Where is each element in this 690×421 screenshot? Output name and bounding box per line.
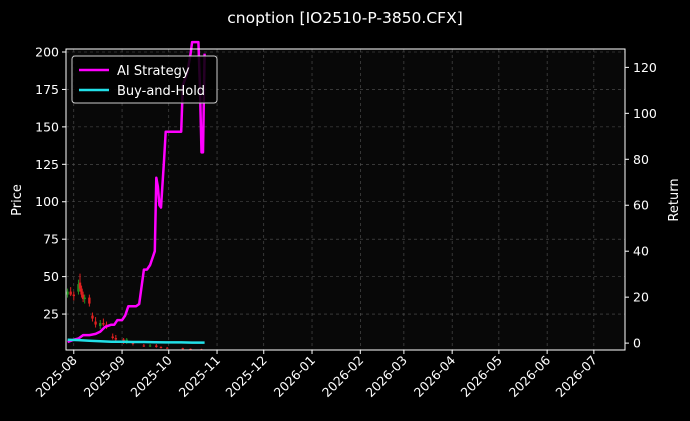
candle-body — [94, 321, 97, 325]
y-tick-label-right: 120 — [633, 60, 657, 75]
y-axis-title-right: Return — [667, 178, 682, 221]
legend: AI Strategy Buy-and-Hold — [71, 55, 218, 104]
candle-body — [189, 348, 192, 350]
y-tick-label-left: 50 — [43, 269, 59, 284]
y-tick-label-right: 80 — [633, 152, 649, 167]
buy-and-hold-line — [67, 338, 205, 344]
candle-body — [77, 284, 80, 292]
chart-title: cnoption [IO2510-P-3850.CFX] — [227, 9, 463, 27]
candle-body — [88, 297, 91, 304]
candle-body — [91, 315, 94, 319]
candle-body — [159, 347, 163, 349]
candle-body — [69, 291, 72, 295]
candle-body — [181, 348, 184, 350]
y-tick-label-left: 200 — [35, 44, 59, 59]
y-tick-label-right: 60 — [633, 198, 649, 213]
y-tick-label-left: 175 — [35, 82, 59, 97]
y-tick-label-left: 150 — [35, 119, 59, 134]
candle-body — [111, 336, 114, 339]
y-tick-label-left: 75 — [43, 232, 59, 247]
y-tick-label-right: 0 — [633, 336, 641, 351]
y-tick-label-right: 40 — [633, 244, 649, 259]
candle-body — [66, 291, 69, 295]
candle-body — [155, 345, 158, 348]
grid-lines — [66, 49, 625, 350]
y-tick-label-left: 25 — [43, 307, 59, 322]
candle-body — [148, 345, 152, 347]
candle-body — [83, 297, 86, 300]
candle-body — [99, 323, 102, 327]
candle-body — [78, 282, 82, 289]
candle-body — [131, 342, 135, 345]
candle-body — [80, 288, 83, 295]
y-axis-title-left: Price — [10, 184, 25, 216]
candle-body — [114, 338, 118, 340]
candle-body — [102, 323, 105, 325]
plot-frame — [65, 48, 626, 351]
y-tick-label-left: 125 — [35, 157, 59, 172]
candle-body — [166, 347, 169, 349]
y-tick-label-right: 20 — [633, 290, 649, 305]
candle-body — [81, 294, 85, 300]
y-tick-label-right: 100 — [633, 106, 657, 121]
legend-label-buy-and-hold: Buy-and-Hold — [117, 84, 205, 99]
legend-label-ai-strategy: AI Strategy — [117, 64, 190, 79]
candle-body — [72, 294, 75, 297]
candle-body — [142, 345, 146, 347]
y-tick-label-left: 100 — [35, 194, 59, 209]
